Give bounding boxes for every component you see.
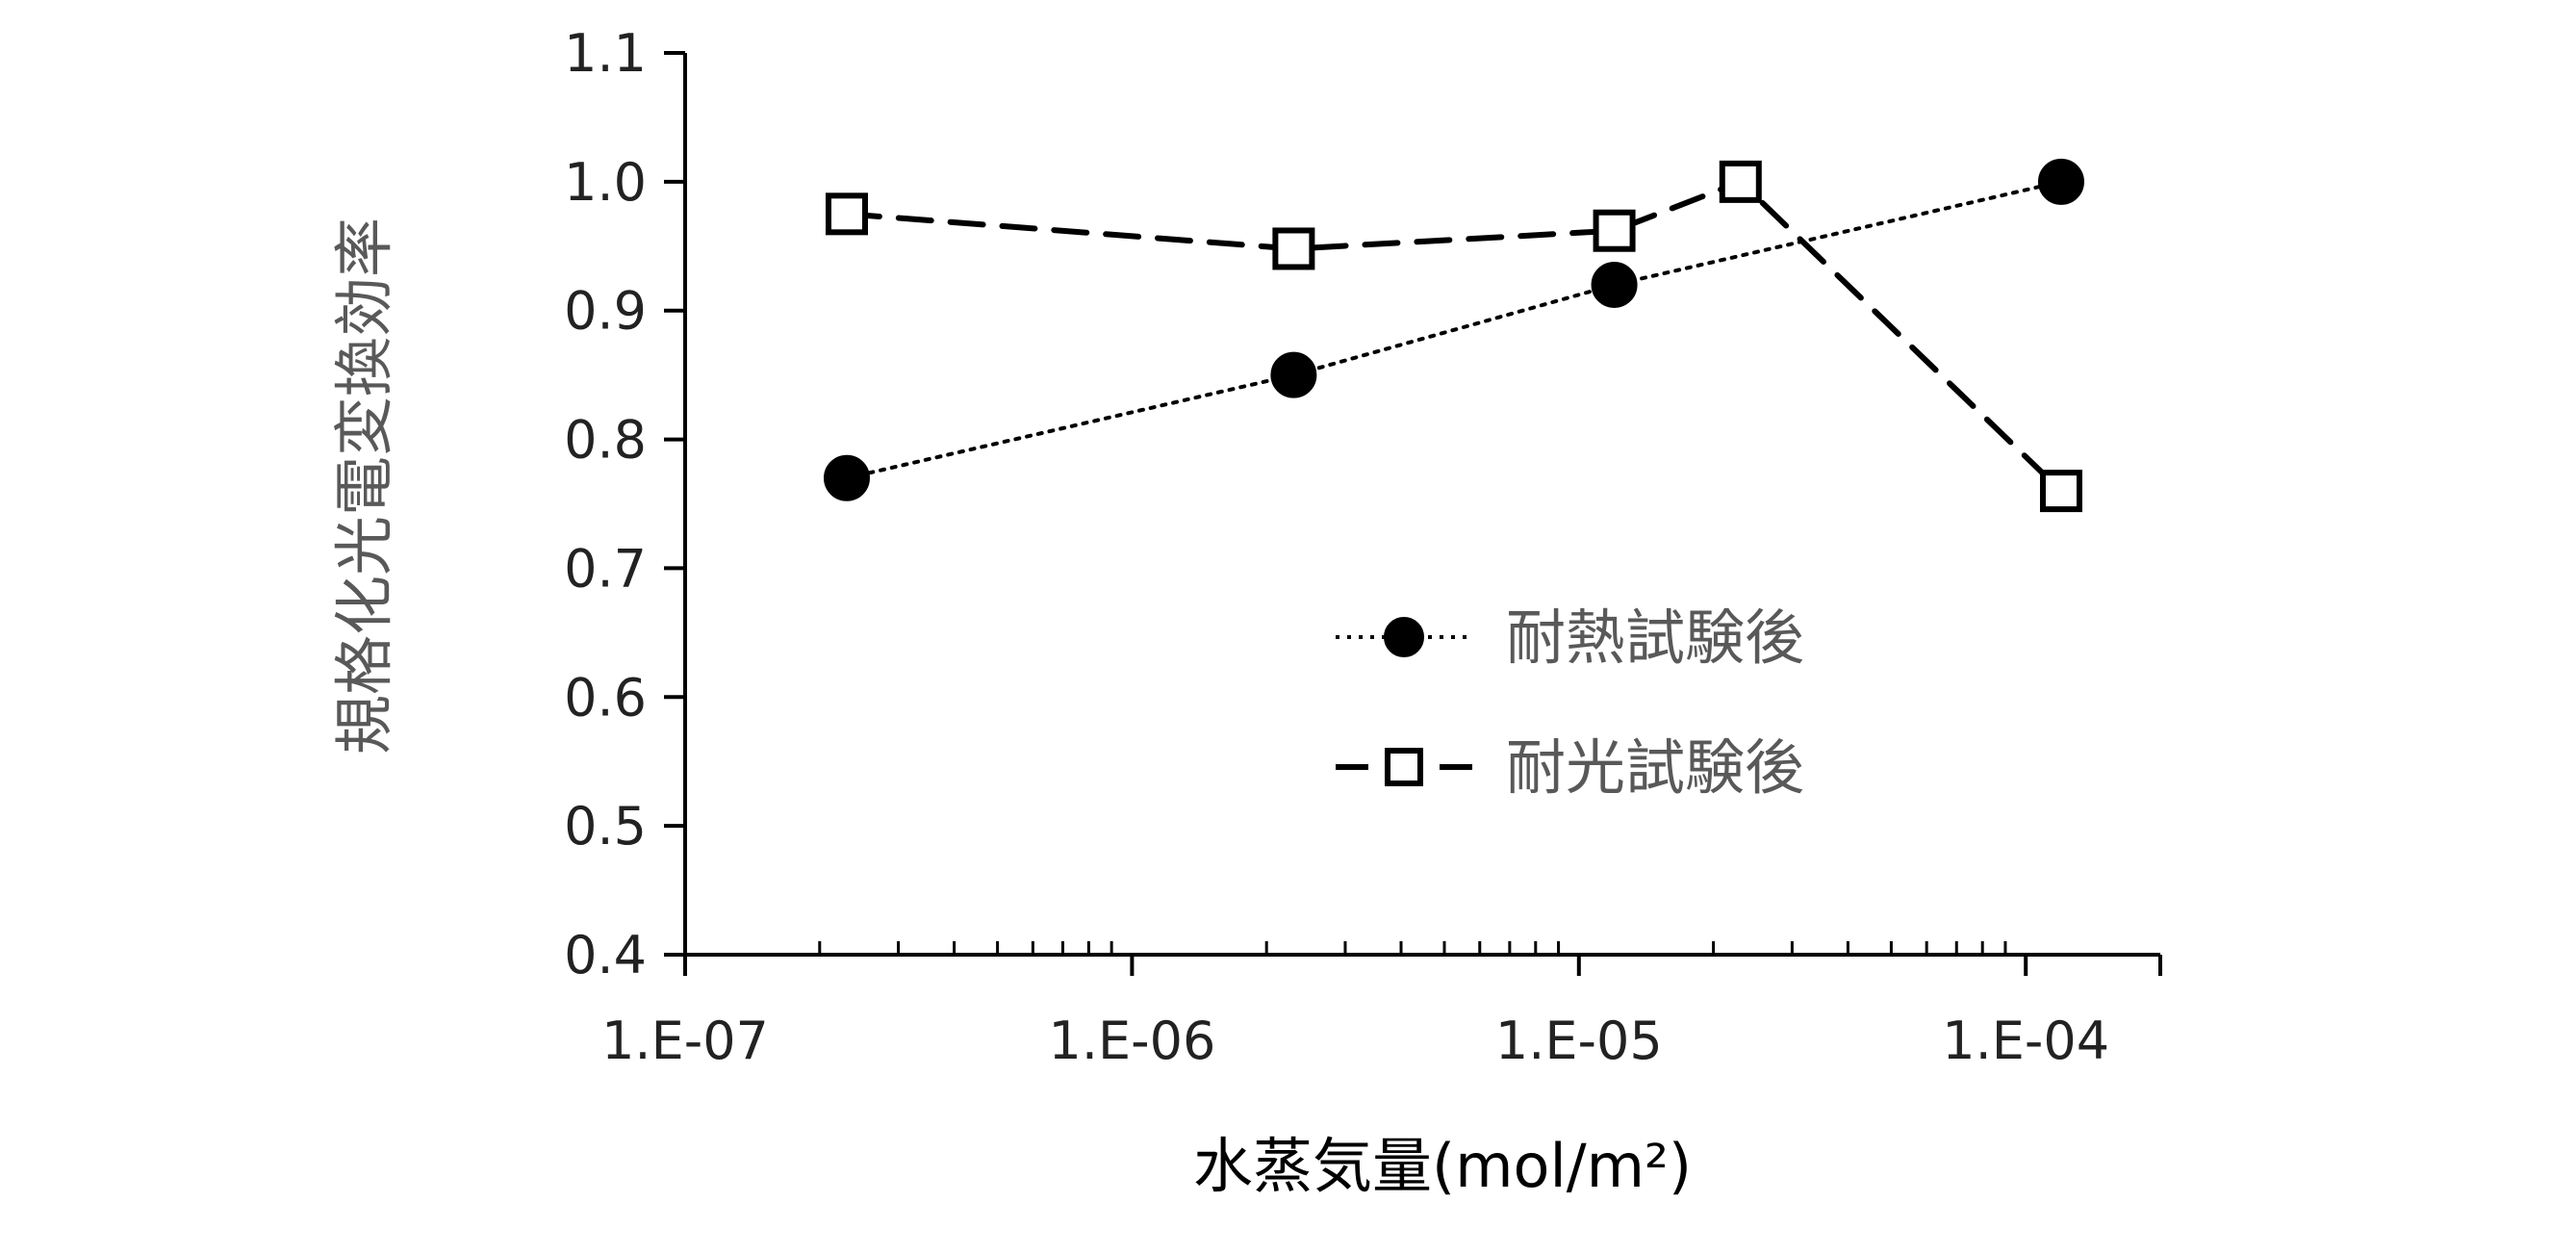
x-tick-label: 1.E-06 bbox=[1048, 1011, 1215, 1071]
series-2-point bbox=[1596, 213, 1633, 249]
series-2-point bbox=[1722, 164, 1759, 200]
series-1-point bbox=[1271, 353, 1315, 397]
series-2-point-box bbox=[829, 195, 865, 232]
legend-swatch-marker bbox=[1388, 751, 1420, 783]
x-tick-label: 1.E-04 bbox=[1942, 1011, 2109, 1071]
legend-swatch-marker-box bbox=[1388, 751, 1420, 783]
legend-swatch-marker bbox=[1385, 618, 1423, 656]
axes bbox=[685, 53, 2160, 955]
y-tick-label: 0.7 bbox=[564, 538, 647, 599]
y-tick-label: 1.0 bbox=[564, 152, 647, 213]
legend: 耐熱試験後耐光試験後 bbox=[1336, 602, 1804, 803]
series-1-point bbox=[1593, 263, 1637, 307]
series bbox=[825, 160, 2083, 509]
x-tick-label: 1.E-05 bbox=[1495, 1011, 1663, 1071]
series-2-point-box bbox=[1275, 230, 1312, 267]
series-1-point bbox=[2039, 160, 2083, 204]
x-tick-label: 1.E-07 bbox=[601, 1011, 769, 1071]
y-axis-title: 規格化光電変換効率 bbox=[329, 218, 399, 755]
ticks: 0.4 0.5 0.6 0.7 0.8 0.9 1.0 1.1 1.E-07 1.E-06 1.E-… bbox=[564, 23, 2160, 1071]
series-2-point bbox=[1275, 230, 1312, 267]
y-tick-label: 0.6 bbox=[564, 667, 647, 728]
y-tick-label: 0.4 bbox=[564, 925, 647, 985]
series-2-point-box bbox=[1596, 213, 1633, 249]
x-axis-title: 水蒸気量(mol/m²) bbox=[1193, 1131, 1692, 1201]
series-2-point bbox=[829, 195, 865, 232]
legend-label: 耐熱試験後 bbox=[1506, 602, 1804, 673]
y-tick-label: 0.9 bbox=[564, 281, 647, 342]
series-2-point-box bbox=[2043, 473, 2079, 509]
series-1-point bbox=[825, 456, 869, 500]
y-tick-label: 1.1 bbox=[564, 23, 647, 84]
legend-label: 耐光試験後 bbox=[1506, 732, 1804, 803]
y-tick-label: 0.5 bbox=[564, 796, 647, 857]
y-tick-label: 0.8 bbox=[564, 410, 647, 471]
series-2-point-box bbox=[1722, 164, 1759, 200]
series-2-point bbox=[2043, 473, 2079, 509]
series-line-2 bbox=[847, 182, 2061, 491]
